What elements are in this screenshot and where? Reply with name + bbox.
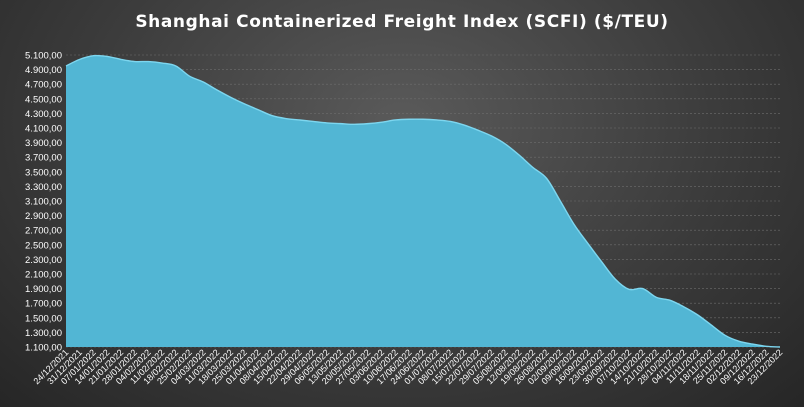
y-tick-label: 4.900,00 [25, 65, 62, 76]
y-tick-label: 1.500,00 [25, 313, 62, 324]
y-tick-label: 2.900,00 [25, 211, 62, 222]
y-tick-label: 1.900,00 [25, 284, 62, 295]
y-tick-label: 2.700,00 [25, 226, 62, 237]
y-tick-label: 4.100,00 [25, 124, 62, 135]
x-axis-ticks: 24/12/202131/12/202107/01/202214/01/2022… [31, 347, 784, 386]
y-tick-label: 3.500,00 [25, 167, 62, 178]
y-tick-label: 3.100,00 [25, 197, 62, 208]
y-tick-label: 3.900,00 [25, 138, 62, 149]
y-tick-label: 2.500,00 [25, 240, 62, 251]
y-tick-label: 1.100,00 [25, 343, 62, 354]
y-tick-label: 4.700,00 [25, 80, 62, 91]
series-line [65, 54, 781, 348]
chart-title: Shanghai Containerized Freight Index (SC… [135, 12, 669, 32]
y-tick-label: 2.100,00 [25, 270, 62, 281]
y-tick-label: 1.700,00 [25, 299, 62, 310]
y-tick-label: 4.500,00 [25, 94, 62, 105]
y-axis-ticks: 1.100,00 1.300,00 1.500,00 1.700,00 1.900,00… [25, 51, 62, 354]
y-tick-label: 5.100,00 [25, 51, 62, 62]
series-area-fill [66, 55, 780, 347]
y-tick-label: 1.300,00 [25, 328, 62, 339]
y-tick-label: 4.300,00 [25, 109, 62, 120]
y-tick-label: 3.700,00 [25, 153, 62, 164]
y-tick-label: 3.300,00 [25, 182, 62, 193]
y-tick-label: 2.300,00 [25, 255, 62, 266]
series-area [65, 54, 781, 348]
